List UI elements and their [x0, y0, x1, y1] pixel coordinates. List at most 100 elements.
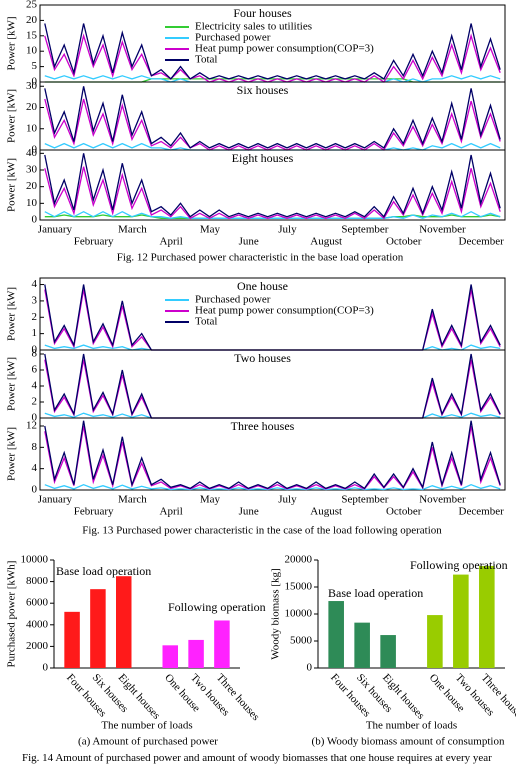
x-tick-label: December: [459, 236, 505, 248]
bar: [162, 645, 178, 668]
y-tick-label: 8: [32, 348, 38, 360]
annotation: Base load operation: [328, 586, 423, 600]
y-tick-label: 25: [26, 0, 38, 11]
series-line: [44, 23, 501, 80]
y-tick-label: 20: [26, 180, 38, 192]
y-axis-label: Woody biomass [kg]: [270, 568, 282, 659]
bar: [214, 620, 230, 668]
y-tick-label: 5: [32, 60, 38, 72]
y-axis-label: Power [kW]: [6, 16, 18, 70]
panel-title: Two houses: [234, 351, 291, 365]
series-line: [44, 210, 501, 219]
x-tick-label: March: [118, 224, 147, 236]
series-line: [44, 33, 501, 83]
panel-title: Four houses: [233, 6, 292, 20]
y-tick-label: 15000: [285, 581, 313, 593]
y-tick-label: 10000: [285, 608, 313, 620]
x-tick-label: November: [419, 224, 466, 236]
x-axis-label: The number of loads: [101, 720, 192, 732]
caption: (a) Amount of purchased power: [78, 736, 218, 748]
bar: [427, 615, 443, 668]
panel-title: Six houses: [237, 83, 289, 97]
y-tick-label: 8: [32, 441, 38, 453]
y-tick-label: 0: [32, 412, 38, 424]
panel-title: Eight houses: [232, 151, 294, 165]
bar: [479, 565, 495, 668]
x-tick-label: Eight houses: [380, 672, 427, 722]
y-tick-label: 2: [32, 311, 38, 323]
y-tick-label: 30: [26, 164, 38, 176]
caption: Fig. 13 Purchased power characteristic i…: [82, 525, 442, 537]
y-axis-label: Power [kW]: [6, 427, 18, 481]
series-line: [44, 86, 501, 149]
x-tick-label: September: [341, 224, 388, 236]
legend-label: Purchased power: [195, 32, 271, 44]
y-axis-label: Power [kW]: [6, 287, 18, 341]
x-tick-label: July: [278, 224, 297, 236]
legend-label: Purchased power: [195, 294, 271, 306]
bar: [354, 622, 370, 668]
y-tick-label: 0: [32, 76, 38, 88]
y-tick-label: 30: [26, 80, 38, 92]
x-tick-label: March: [118, 494, 147, 506]
x-tick-label: August: [310, 236, 342, 248]
y-tick-label: 4: [32, 278, 38, 290]
y-tick-label: 2: [32, 396, 38, 408]
y-tick-label: 0: [32, 484, 38, 496]
y-tick-label: 10: [26, 122, 38, 134]
series-line: [44, 420, 501, 490]
x-tick-label: Eight houses: [116, 672, 163, 722]
y-tick-label: 0: [43, 662, 49, 674]
annotation: Base load operation: [56, 564, 151, 578]
y-tick-label: 6000: [26, 597, 49, 609]
panel-title: One house: [237, 279, 288, 293]
x-tick-label: June: [239, 506, 259, 518]
y-axis-label: Power [kW]: [6, 89, 18, 143]
legend-label: Heat pump power consumption(COP=3): [195, 305, 374, 317]
x-tick-label: April: [160, 506, 183, 518]
legend-label: Total: [195, 54, 217, 66]
y-tick-label: 0: [32, 344, 38, 356]
bar: [90, 589, 106, 668]
y-tick-label: 6: [32, 364, 38, 376]
bar: [116, 576, 132, 668]
x-tick-label: October: [386, 236, 422, 248]
caption: (b) Woody biomass amount of consumption: [312, 736, 505, 748]
y-tick-label: 12: [26, 420, 37, 432]
y-axis-label: Power [kW]: [6, 357, 18, 411]
bar: [64, 611, 80, 668]
y-tick-label: 0: [32, 144, 38, 156]
caption: Fig. 14 Amount of purchased power and am…: [22, 752, 492, 764]
series-line: [44, 98, 501, 151]
x-tick-label: January: [38, 494, 73, 506]
y-tick-label: 0: [307, 662, 313, 674]
y-tick-label: 3: [32, 294, 38, 306]
bar: [328, 601, 344, 668]
series-line: [44, 166, 501, 220]
plot-frame: [39, 149, 506, 221]
caption: Fig. 12 Purchased power characteristic i…: [117, 252, 404, 264]
x-tick-label: May: [200, 494, 221, 506]
x-tick-label: February: [74, 236, 114, 248]
y-tick-label: 15: [26, 29, 38, 41]
y-tick-label: 1: [32, 327, 38, 339]
x-tick-label: September: [341, 494, 388, 506]
x-tick-label: April: [160, 236, 183, 248]
legend-label: Heat pump power consumption(COP=3): [195, 43, 374, 55]
bar: [453, 574, 469, 668]
bar: [380, 635, 396, 668]
y-tick-label: 5000: [290, 635, 313, 647]
bar: [188, 639, 204, 668]
x-axis-label: The number of loads: [366, 720, 457, 732]
y-tick-label: 0: [32, 214, 38, 226]
y-axis-label: Purchased power [kWh]: [6, 561, 18, 668]
y-tick-label: 20000: [285, 554, 313, 566]
y-tick-label: 2000: [26, 640, 49, 652]
x-tick-label: May: [200, 224, 221, 236]
x-tick-label: February: [74, 506, 114, 518]
y-tick-label: 4000: [26, 618, 49, 630]
y-tick-label: 10: [26, 197, 38, 209]
y-tick-label: 8000: [26, 575, 49, 587]
